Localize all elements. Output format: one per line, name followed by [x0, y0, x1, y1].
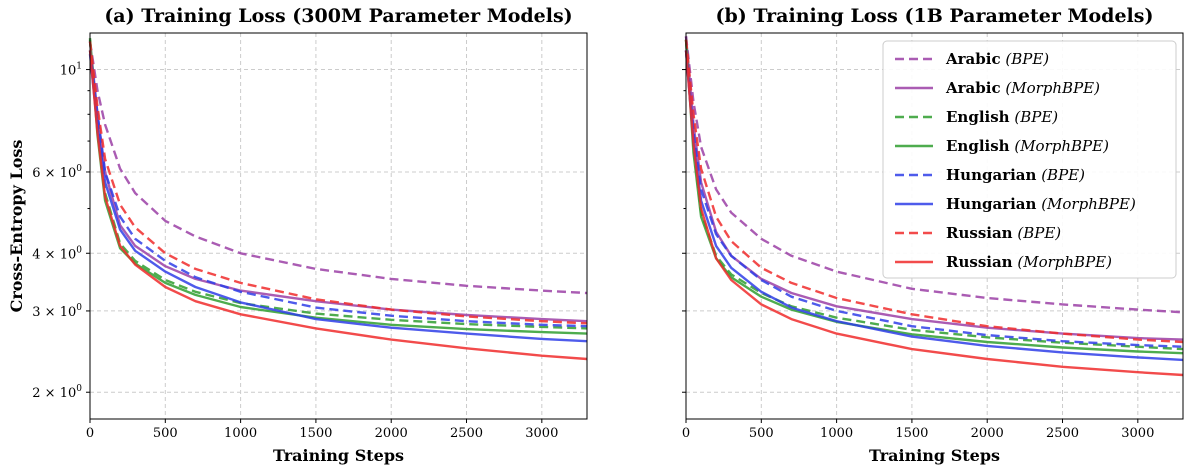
series-line-russian-morphbpe — [88, 50, 588, 361]
legend-series-tokenizer: BPE — [1022, 224, 1055, 242]
x-axis-label: Training Steps — [869, 446, 1000, 465]
legend-series-name: Arabic — [945, 79, 1001, 97]
x-tick-label: 1500 — [299, 426, 332, 441]
legend-entry: Arabic (BPE) — [945, 50, 1049, 68]
y-tick-label: 3 × 100 — [32, 303, 82, 320]
x-tick-label: 1000 — [820, 426, 853, 441]
legend-entry: Hungarian (BPE) — [946, 166, 1085, 184]
legend-entry: Hungarian (MorphBPE) — [946, 195, 1136, 213]
chart-panel-0: 0 500 1000 1500 2000 2500 3000 2 × 100 3 × 100 4 … — [7, 5, 588, 465]
x-tick-label: 2000 — [375, 426, 408, 441]
y-axis-label: Cross-Entropy Loss — [7, 140, 26, 313]
legend-series-name: Hungarian — [946, 195, 1037, 213]
legend-series-name: English — [946, 137, 1010, 155]
x-tick-label: 500 — [153, 426, 178, 441]
x-tick-label: 0 — [682, 426, 690, 441]
legend-series-tokenizer: MorphBPE — [1046, 195, 1130, 213]
chart-panel-1: 0 500 1000 1500 2000 2500 3000 (b) Training Los… — [682, 5, 1184, 465]
x-tick-label: 3000 — [525, 426, 558, 441]
series-line-hungarian-bpe — [684, 50, 1184, 348]
legend: Arabic (BPE) Arabic (MorphBPE) English (BP… — [882, 40, 1177, 279]
y-tick-label: 101 — [60, 62, 82, 79]
series-line-hungarian-bpe — [88, 50, 588, 328]
x-tick-label: 3000 — [1121, 426, 1154, 441]
series-line-arabic-bpe — [684, 36, 1184, 314]
series-line-russian-bpe — [88, 41, 588, 325]
legend-box — [882, 40, 1177, 279]
legend-entry: English (BPE) — [946, 108, 1058, 126]
legend-series-tokenizer: MorphBPE — [1022, 253, 1106, 271]
plot-frame — [685, 32, 1184, 420]
x-tick-label: 1000 — [224, 426, 257, 441]
legend-series-tokenizer: MorphBPE — [1010, 79, 1094, 97]
legend-entry: Arabic (MorphBPE) — [945, 79, 1100, 97]
series-line-arabic-bpe — [88, 41, 588, 295]
legend-series-name: Russian — [946, 253, 1013, 271]
plot-frame — [89, 32, 588, 420]
y-tick-label: 6 × 100 — [32, 164, 82, 181]
legend-series-name: Russian — [946, 224, 1013, 242]
series-line-arabic-morphbpe — [88, 41, 588, 323]
legend-series-tokenizer: BPE — [1046, 166, 1079, 184]
legend-entry: Russian (MorphBPE) — [946, 253, 1112, 271]
legend-series-tokenizer: MorphBPE — [1019, 137, 1103, 155]
x-tick-label: 2000 — [971, 426, 1004, 441]
legend-series-name: English — [946, 108, 1010, 126]
legend-series-tokenizer: BPE — [1010, 50, 1043, 68]
y-tick-label: 2 × 100 — [32, 384, 82, 401]
series-line-english-morphbpe — [684, 39, 1184, 355]
x-tick-label: 2500 — [450, 426, 483, 441]
legend-entry: English (MorphBPE) — [946, 137, 1109, 155]
x-tick-label: 2500 — [1046, 426, 1079, 441]
series-line-russian-bpe — [684, 39, 1184, 344]
legend-entry: Russian (BPE) — [946, 224, 1061, 242]
series-line-hungarian-morphbpe — [88, 53, 588, 343]
chart-title: (b) Training Loss (1B Parameter Models) — [716, 5, 1154, 27]
chart-title: (a) Training Loss (300M Parameter Models… — [104, 5, 572, 27]
x-tick-label: 500 — [749, 426, 774, 441]
x-tick-label: 1500 — [895, 426, 928, 441]
x-tick-label: 0 — [86, 426, 94, 441]
x-axis-label: Training Steps — [273, 446, 404, 465]
legend-series-name: Arabic — [945, 50, 1001, 68]
y-tick-label: 4 × 100 — [32, 245, 82, 262]
legend-series-tokenizer: BPE — [1019, 108, 1052, 126]
series-line-english-morphbpe — [88, 38, 588, 335]
legend-series-name: Hungarian — [946, 166, 1037, 184]
series-line-russian-morphbpe — [684, 50, 1184, 377]
